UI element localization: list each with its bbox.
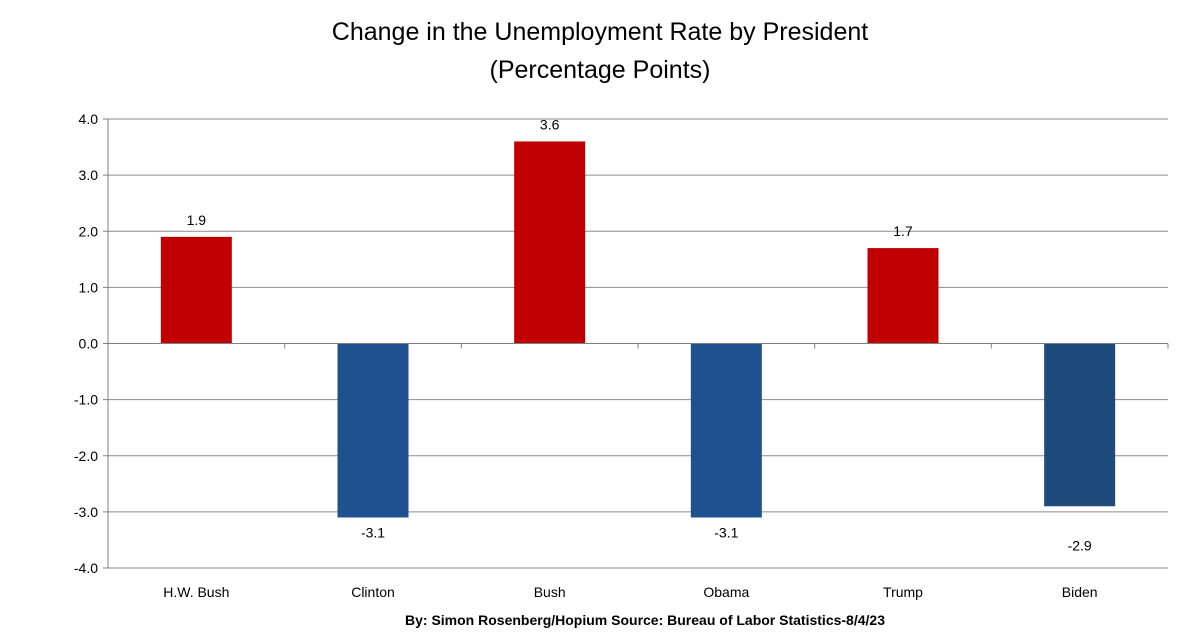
category-label: Clinton [351,584,395,600]
y-tick-label: -4.0 [74,560,98,576]
y-tick-label: 3.0 [79,167,99,183]
category-label: Trump [883,584,923,600]
bar-bush [514,141,586,344]
chart-title: Change in the Unemployment Rate by Presi… [332,18,868,46]
y-tick-label: 2.0 [79,223,99,239]
y-tick-label: -3.0 [74,504,98,520]
y-tick-label: 1.0 [79,279,99,295]
category-label: H.W. Bush [163,584,229,600]
bar-h-w-bush [160,236,232,344]
data-label: -2.9 [1068,537,1092,553]
bar-obama [690,343,762,518]
y-tick-label: 4.0 [79,111,99,127]
source-note: By: Simon Rosenberg/Hopium Source: Burea… [405,612,885,628]
data-labels: 1.9 -3.1 3.6 -3.1 1.7 -2.9 [187,116,1092,553]
gridlines [108,118,1168,569]
data-label: 1.7 [893,223,913,239]
data-label: 3.6 [540,116,560,132]
data-label: -3.1 [361,524,385,540]
category-label: Biden [1062,584,1098,600]
chart-subtitle: (Percentage Points) [490,56,711,84]
y-tick-label: 0.0 [79,336,99,352]
bar-clinton [337,343,409,518]
data-label: 1.9 [187,212,207,228]
bars [160,141,1116,518]
y-tick-label: -2.0 [74,448,98,464]
bar-biden [1044,343,1116,507]
y-tick-label: -1.0 [74,392,98,408]
axes [107,119,1169,568]
category-label: Obama [703,584,749,600]
x-axis-category-labels: H.W. Bush Clinton Bush Obama Trump Biden [163,584,1097,600]
y-axis-tick-labels: 4.0 3.0 2.0 1.0 0.0 -1.0 -2.0 -3.0 -4.0 [74,111,108,576]
category-label: Bush [534,584,566,600]
data-label: -3.1 [714,524,738,540]
bar-trump [867,248,939,344]
